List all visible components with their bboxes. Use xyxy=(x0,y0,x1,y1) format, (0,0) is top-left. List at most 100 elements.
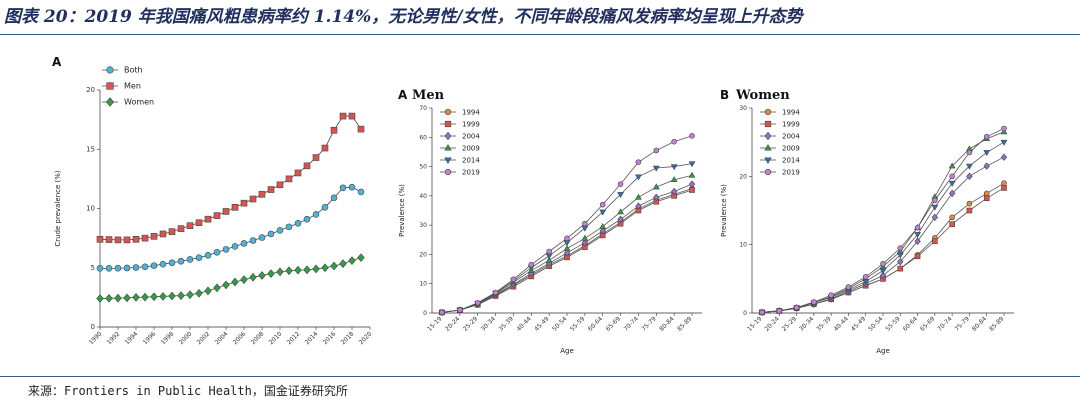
legend-item-2009: 2009 xyxy=(760,144,800,153)
x-tick-label: 30-34 xyxy=(798,315,815,332)
series-2014 xyxy=(758,139,1008,316)
y-tick-label: 70 xyxy=(419,105,427,112)
y-tick-label: 30 xyxy=(739,105,747,112)
data-point xyxy=(222,246,230,253)
data-point xyxy=(635,202,642,210)
data-point xyxy=(897,258,904,266)
data-point xyxy=(599,223,607,229)
data-point xyxy=(949,214,955,221)
data-point xyxy=(105,265,113,272)
panel-label: A xyxy=(398,88,408,102)
data-point xyxy=(599,227,606,235)
data-point xyxy=(168,291,176,301)
legend-label: 2014 xyxy=(782,157,800,165)
data-point xyxy=(195,288,203,298)
data-point xyxy=(983,150,991,157)
data-point xyxy=(267,269,275,279)
data-point xyxy=(303,215,311,223)
data-point xyxy=(186,256,194,263)
data-point xyxy=(689,133,695,139)
data-point xyxy=(357,125,365,133)
data-point xyxy=(966,163,973,170)
series-line-women xyxy=(99,257,362,299)
x-tick-label: 35-39 xyxy=(815,315,832,332)
legend-item-2019: 2019 xyxy=(440,169,480,177)
data-point xyxy=(983,162,990,170)
x-tick-label: 65-69 xyxy=(919,315,936,332)
x-tick-label: 75-79 xyxy=(954,315,971,332)
data-point xyxy=(617,208,624,215)
legend-label: Men xyxy=(124,82,141,91)
data-point xyxy=(96,265,104,272)
data-point xyxy=(828,292,834,299)
data-point xyxy=(564,235,570,242)
data-point xyxy=(1001,125,1007,132)
data-point xyxy=(1000,153,1008,161)
data-point xyxy=(348,112,356,120)
data-point xyxy=(439,309,445,316)
data-point xyxy=(258,190,266,198)
data-point xyxy=(492,289,499,296)
x-tick-label: 15-19 xyxy=(426,315,443,332)
legend-marker xyxy=(764,131,772,141)
legend-item-1999: 1999 xyxy=(440,121,480,129)
data-point xyxy=(240,199,248,207)
y-axis-label: Crude prevalence (%) xyxy=(54,170,62,247)
legend-label: 2009 xyxy=(462,145,480,153)
legend-item-both: Both xyxy=(102,66,143,75)
data-point xyxy=(123,236,131,244)
data-point xyxy=(966,207,973,214)
men-prevalence-chart: A Men 0 10 20 30 40 50 60 70 15-19 20-24 25-29 30-34 3… xyxy=(398,88,702,355)
x-axis-label: Age xyxy=(876,347,890,355)
data-point xyxy=(267,230,275,238)
data-point xyxy=(966,200,973,207)
data-point xyxy=(204,252,212,259)
data-point xyxy=(249,272,257,282)
data-point xyxy=(581,225,589,232)
legend-label: 2019 xyxy=(462,169,480,177)
data-point xyxy=(510,276,517,283)
legend-item-1994: 1994 xyxy=(760,109,800,117)
data-point xyxy=(240,275,248,284)
data-point xyxy=(1000,128,1008,135)
data-point xyxy=(150,233,158,240)
data-point xyxy=(897,245,904,251)
x-tick-label: 45-49 xyxy=(533,315,550,332)
data-point xyxy=(793,304,800,311)
chart-title: Women xyxy=(735,88,790,103)
data-point xyxy=(617,215,624,224)
data-point xyxy=(966,149,973,156)
data-point xyxy=(948,162,956,169)
data-point xyxy=(123,293,131,303)
data-point xyxy=(983,133,990,140)
y-tick-label: 15 xyxy=(86,145,95,153)
data-point xyxy=(330,126,338,134)
series-line-both xyxy=(100,186,362,269)
x-tick-label: 2012 xyxy=(286,330,302,346)
data-point xyxy=(582,220,588,227)
data-point xyxy=(285,266,293,276)
x-tick-label: 1998 xyxy=(160,330,176,346)
series-2019 xyxy=(439,133,695,316)
data-point xyxy=(581,238,589,247)
x-tick-label: 55-59 xyxy=(884,315,901,332)
x-tick-label: 2016 xyxy=(322,330,338,346)
x-tick-label: 45-49 xyxy=(850,315,867,332)
data-point xyxy=(222,208,230,215)
x-tick-label: 65-69 xyxy=(605,315,622,332)
data-point xyxy=(186,222,194,229)
x-tick-label: 1990 xyxy=(88,330,104,346)
x-tick-label: 60-64 xyxy=(587,315,604,332)
x-tick-label: 40-44 xyxy=(515,315,532,332)
data-point xyxy=(932,238,938,245)
data-point xyxy=(948,180,956,187)
data-point xyxy=(617,192,624,198)
x-tick-label: 35-39 xyxy=(498,315,515,332)
data-point xyxy=(321,204,329,211)
x-tick-label: 20-24 xyxy=(763,315,780,332)
x-tick-label: 70-74 xyxy=(936,315,953,332)
data-point xyxy=(1000,139,1008,146)
data-point xyxy=(141,263,149,271)
data-point xyxy=(159,230,167,238)
series-1994 xyxy=(759,180,1007,316)
